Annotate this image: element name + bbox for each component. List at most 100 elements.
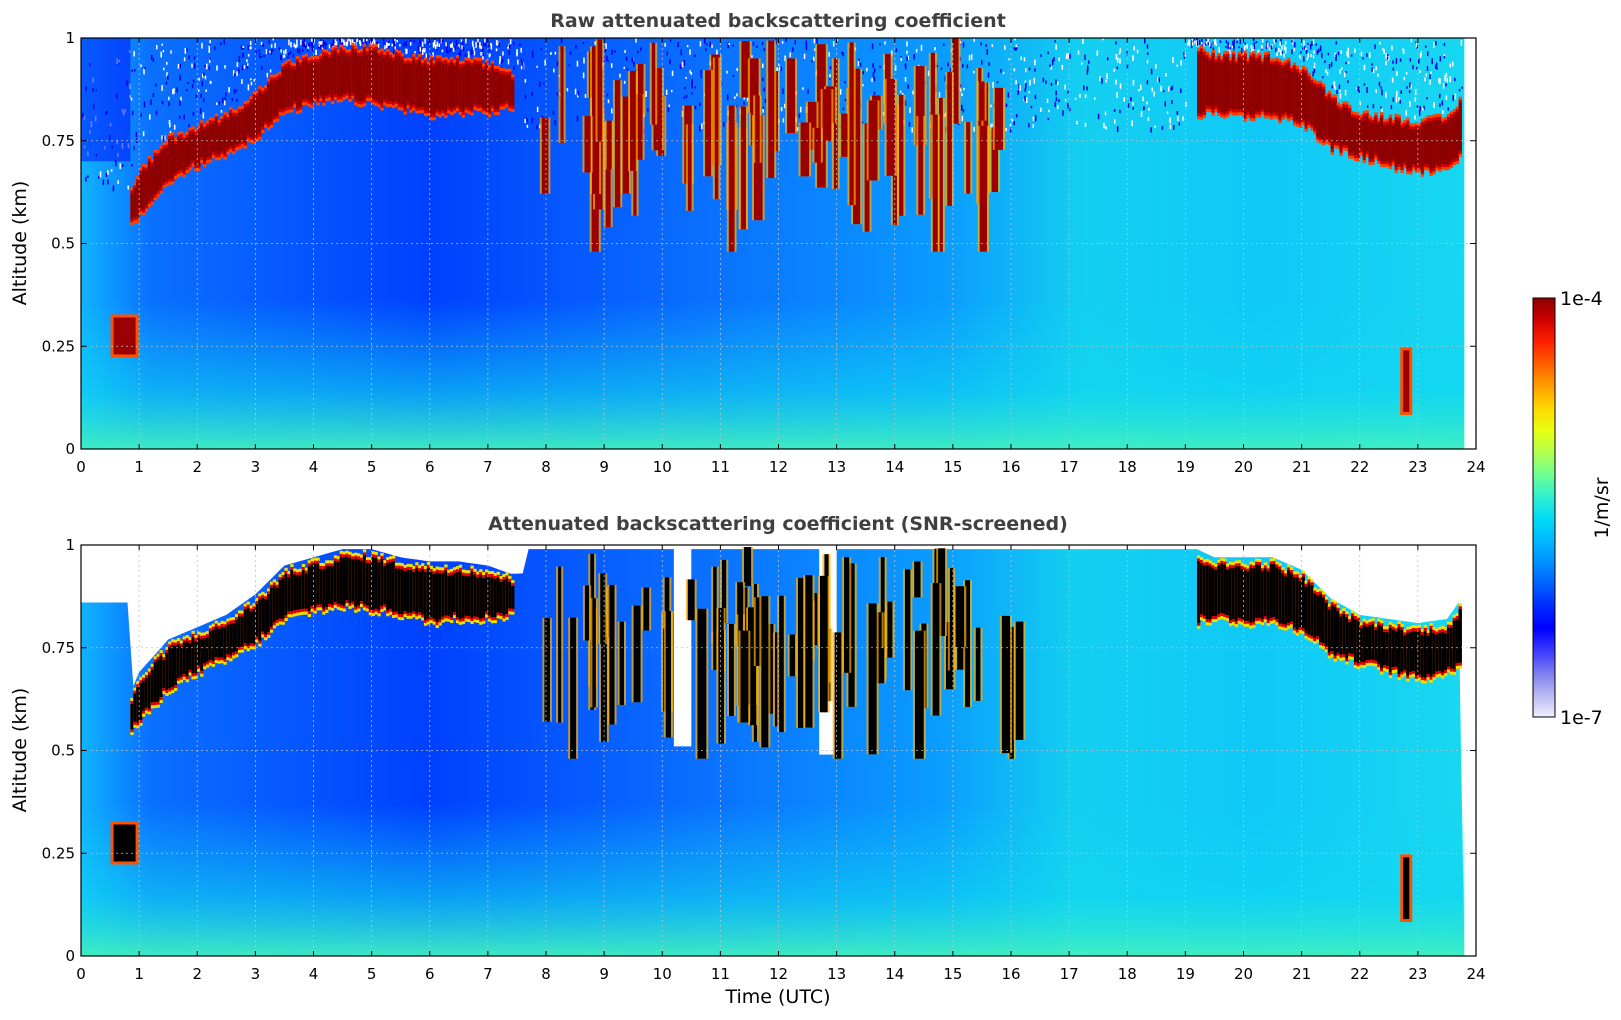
noise-speck [188,123,190,130]
noise-speck [322,41,324,48]
cloud-core [476,577,480,617]
cloud-streak [886,78,896,176]
noise-speck [272,38,275,41]
noise-speck [611,108,613,114]
cloud-core [1295,72,1300,121]
noise-speck [1014,38,1016,41]
cloud-streak [665,610,671,738]
noise-speck [368,39,371,44]
noise-speck [583,57,585,64]
noise-speck [332,42,334,47]
noise-speck [1391,45,1393,51]
cloud-core [333,51,338,94]
noise-speck [624,50,626,53]
noise-speck [1414,89,1417,96]
noise-speck [462,41,464,46]
cloud-core [1336,108,1340,143]
y-tick-label: 0.75 [42,132,75,150]
noise-speck [209,42,211,45]
noise-speck [472,51,474,54]
noise-speck [1420,51,1422,56]
noise-speck [543,82,545,85]
cloud-streak [600,573,606,645]
cloud-core [429,61,434,115]
cloud-core [150,669,155,703]
noise-speck [169,122,171,128]
cloud-core [1455,619,1459,663]
cloud-streak [721,559,727,624]
noise-speck [439,38,441,43]
noise-speck [872,72,875,78]
noise-speck [891,50,893,57]
cloud-core [1214,569,1218,617]
noise-speck [1166,111,1169,114]
noise-speck [582,72,585,79]
noise-speck [473,46,475,51]
cloud-core [281,578,285,619]
noise-speck [1013,120,1015,126]
cloud-core [1365,116,1369,152]
noise-speck [604,47,607,53]
cloud-core [325,566,329,607]
noise-speck [1182,116,1184,121]
noise-speck [1383,48,1386,54]
noise-speck [1106,57,1109,61]
cloud-core [1388,120,1393,163]
noise-speck [160,51,162,58]
noise-speck [343,39,345,43]
noise-speck [1138,89,1140,92]
noise-speck [756,45,758,48]
noise-speck [832,41,835,47]
noise-speck [187,81,189,84]
cloud-streak [570,617,577,759]
noise-speck [1340,50,1342,54]
cloud-core [252,609,256,644]
noise-speck [1188,39,1190,46]
noise-speck [87,175,89,178]
noise-speck [691,78,693,85]
noise-speck [1363,83,1366,86]
x-tick-label: 7 [483,458,493,476]
noise-speck [1212,47,1215,53]
noise-speck [1430,71,1432,74]
noise-speck [1123,97,1125,102]
noise-speck [1201,41,1203,45]
noise-speck [461,45,463,50]
cloud-core [484,65,489,109]
cloud-core [1348,622,1352,654]
cloud-core [182,642,187,674]
noise-speck [1004,45,1006,50]
noise-speck [1055,90,1057,96]
cloud-core [1226,56,1230,112]
noise-speck [1015,80,1017,85]
noise-speck [287,56,289,61]
noise-speck [985,44,987,47]
noise-speck [1084,122,1087,127]
cloud-core [336,562,341,604]
noise-speck [1009,123,1012,127]
cloud-core [1351,616,1355,654]
noise-speck [1098,76,1101,82]
noise-speck [179,64,181,69]
noise-speck [161,100,164,105]
noise-speck [495,40,498,45]
cloud-streak [544,618,550,722]
noise-speck [614,50,616,53]
noise-speck [1236,38,1238,44]
noise-speck [186,89,188,92]
noise-speck [776,67,778,73]
cloud-core [144,678,149,708]
noise-speck [991,44,994,48]
noise-speck [1158,77,1160,83]
noise-speck [1195,38,1198,41]
noise-speck [465,38,467,44]
noise-speck [524,79,527,83]
noise-speck [242,48,245,51]
noise-speck [1164,101,1167,107]
cloud-core [394,568,399,612]
y-axis-ticks: 00.250.50.751 [42,29,1476,458]
noise-speck [1251,48,1253,53]
noise-speck [1132,55,1134,60]
noise-speck [195,94,198,99]
cloud-core [1441,124,1445,164]
